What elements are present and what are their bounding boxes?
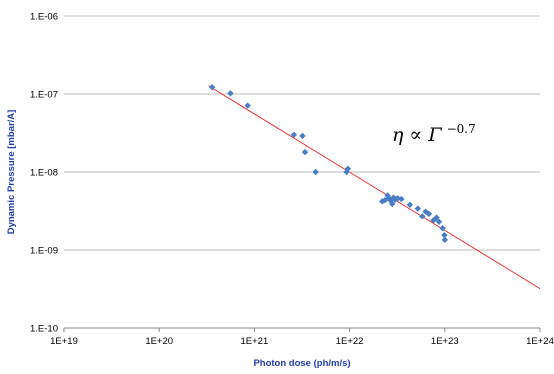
x-tick-label: 1E+20	[145, 336, 173, 347]
data-point	[312, 168, 319, 176]
data-point	[414, 205, 421, 212]
y-tick-label: 1.E-06	[30, 12, 58, 23]
data-point	[301, 148, 309, 156]
x-tick-label: 1E+19	[50, 336, 78, 347]
data-point	[343, 168, 350, 176]
annotation-base: η ∝ Γ	[392, 124, 442, 146]
fit-line-layer	[208, 85, 541, 289]
annotation-exponent: −0.7	[447, 122, 476, 136]
gridlines	[64, 15, 540, 251]
data-point	[398, 195, 405, 203]
data-point	[441, 231, 448, 239]
data-point	[344, 165, 352, 172]
y-axis-title: Dynamic Pressure [mbar/A]	[6, 110, 17, 235]
data-point	[290, 131, 298, 138]
x-axis-title: Photon dose (ph/m/s)	[253, 358, 350, 369]
data-point	[406, 201, 414, 208]
data-point	[435, 218, 443, 225]
axes	[63, 327, 541, 332]
y-tick-label: 1.E-07	[30, 90, 58, 101]
data-point	[208, 84, 216, 91]
data-points	[208, 84, 448, 244]
data-point	[244, 102, 251, 109]
data-point	[419, 213, 426, 220]
y-tick-labels: 1.E-06 1.E-07 1.E-08 1.E-09 1.E-10	[30, 12, 58, 335]
x-tick-label: 1E+23	[431, 336, 459, 347]
y-tick-label: 1.E-08	[30, 168, 58, 179]
power-law-annotation: η ∝ Γ −0.7	[392, 122, 476, 146]
y-tick-label: 1.E-10	[30, 324, 58, 335]
data-point	[388, 200, 396, 208]
x-tick-label: 1E+22	[336, 336, 364, 347]
fit-line	[208, 85, 541, 289]
x-tick-labels: 1E+19 1E+20 1E+21 1E+22 1E+23 1E+24	[50, 336, 554, 347]
data-point	[441, 236, 448, 244]
x-tick-label: 1E+24	[526, 336, 554, 347]
data-point	[299, 132, 306, 140]
x-tick-label: 1E+21	[241, 336, 269, 347]
data-point	[433, 214, 440, 221]
y-tick-label: 1.E-09	[30, 246, 58, 257]
data-point	[439, 225, 446, 232]
data-point	[227, 90, 234, 97]
data-point	[425, 210, 433, 218]
